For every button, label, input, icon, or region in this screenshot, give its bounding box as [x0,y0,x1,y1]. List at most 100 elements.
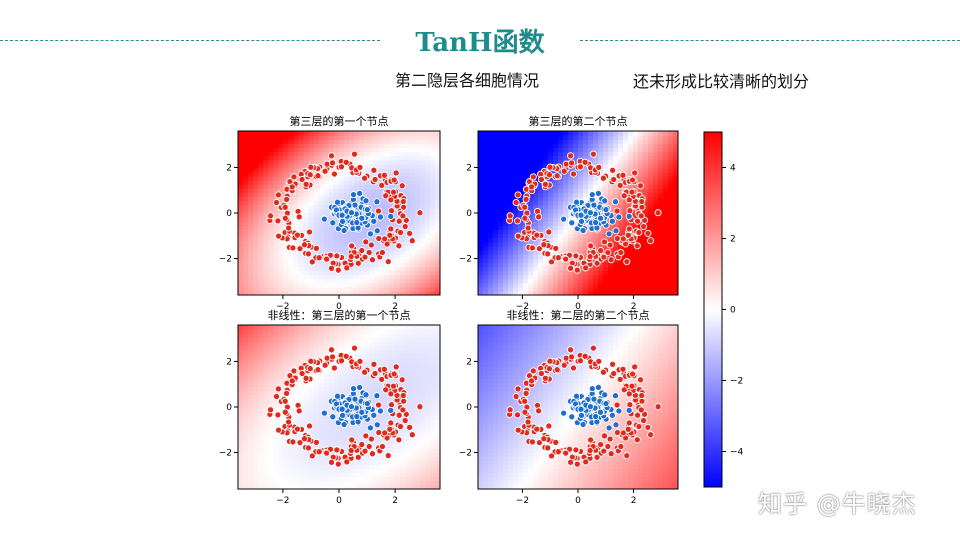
outer-point [569,364,578,372]
outer-point [361,368,369,376]
outer-point [629,370,637,378]
outer-point [281,214,289,222]
inner-point [594,189,602,197]
inner-point [376,213,384,221]
outer-point [589,344,597,352]
outer-point [308,258,316,266]
outer-point [368,450,377,458]
outer-point [371,369,379,378]
outer-point [576,357,584,365]
outer-point [568,159,576,167]
outer-point [295,407,303,415]
outer-point [626,207,634,215]
outer-point [302,180,310,188]
inner-point [577,411,586,419]
inner-point [586,209,594,217]
outer-point [600,253,608,261]
outer-point [514,385,522,393]
header-rule-right [580,40,960,41]
y-tick-label: 2 [226,163,232,173]
outer-point [535,407,543,415]
outer-point [350,150,359,158]
outer-point [337,357,346,365]
outer-point [293,231,301,239]
outer-point [637,406,645,414]
outer-point [597,440,605,449]
outer-point [365,248,373,257]
outer-point [654,403,662,411]
outer-point [625,196,633,204]
outer-point [616,375,624,383]
outer-point [401,222,409,231]
outer-point [640,222,648,231]
outer-point [387,390,395,398]
colorbar-tick-label: −4 [730,448,744,458]
outer-point [281,397,289,405]
outer-point [522,389,530,397]
outer-point [386,231,394,239]
outer-point [398,376,406,384]
inner-point [611,198,620,206]
inner-point [358,214,366,222]
outer-point [305,228,314,236]
outer-point [389,188,398,196]
outer-point [560,361,568,369]
outer-point [295,213,303,221]
outer-point [545,422,553,430]
outer-point [528,244,536,252]
subplot-title: 第三层的第一个节点 [290,114,389,128]
outer-point [568,353,576,361]
outer-point [635,228,643,237]
outer-point [289,244,297,252]
outer-point [620,192,628,200]
inner-point [615,213,623,221]
outer-point [528,438,536,446]
outer-point [367,435,375,443]
inner-point [333,198,342,206]
outer-point [382,386,390,394]
outer-point [288,183,296,191]
outer-point [387,419,395,427]
inner-point [320,215,328,223]
inner-point [588,191,596,199]
inner-point [376,407,384,415]
outer-point [599,368,607,376]
outer-point [567,458,575,466]
outer-point [600,432,609,440]
subplot-4: −2 0 2 −2 0 2 非线性：第二层的第二个节点 [459,308,679,506]
outer-point [283,195,291,203]
outer-point [535,245,543,253]
inner-point [363,206,371,214]
inner-point [625,212,633,220]
outer-point [293,425,301,433]
outer-point [582,264,590,272]
outer-point [524,418,532,426]
outer-point [514,426,522,434]
outer-point [350,344,359,352]
outer-point [296,439,304,447]
outer-point [560,167,568,175]
y-tick-label: −2 [219,449,232,459]
outer-point [378,181,386,189]
x-tick-label: −2 [516,302,529,312]
outer-point [323,255,331,263]
page-title: TanH函数 [415,28,545,58]
inner-point [579,226,587,235]
outer-point [395,242,403,250]
outer-point [506,406,514,414]
outer-point [625,225,633,233]
outer-point [304,444,312,452]
inner-point [329,219,337,227]
outer-point [399,406,407,414]
subplot-title: 非线性：第二层的第二个节点 [507,308,650,322]
outer-point [389,382,398,390]
outer-point [288,377,296,385]
outer-point [595,357,603,365]
inner-point [586,403,594,411]
outer-point [553,172,561,180]
outer-point [637,212,645,220]
outer-point [327,152,336,160]
outer-point [545,171,553,179]
outer-point [597,246,605,255]
inner-point [560,215,568,223]
